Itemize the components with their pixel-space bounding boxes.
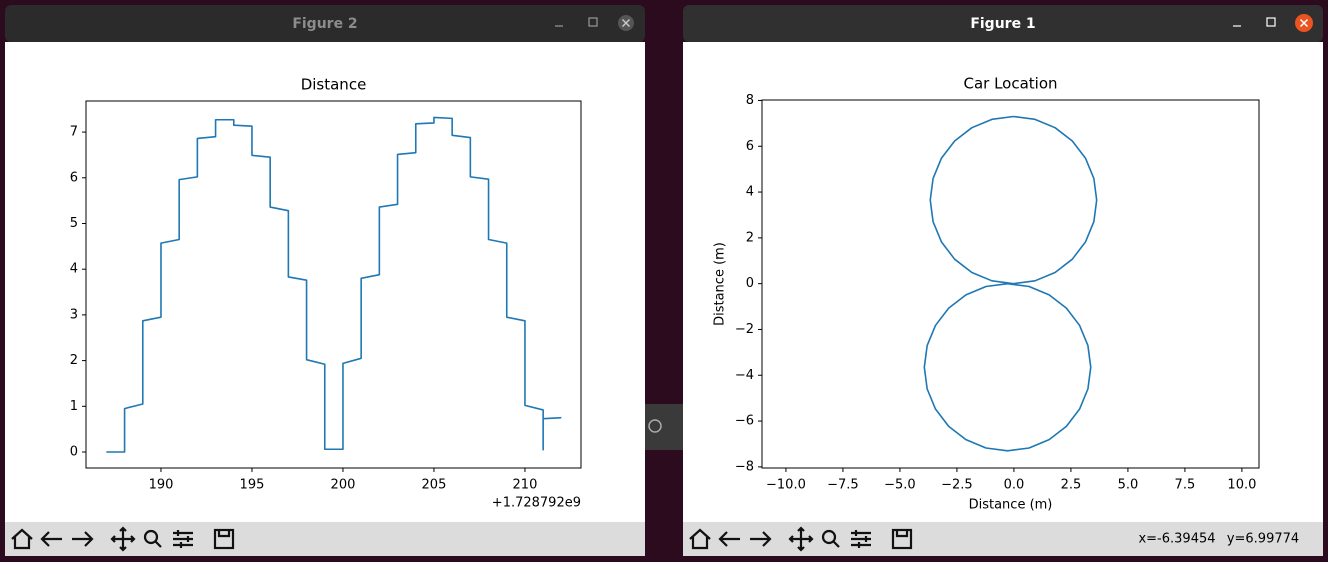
title-bar [683,5,1323,42]
close-icon [1299,18,1309,28]
toolbar-icons [11,526,235,552]
y-tick-label: 1 [70,399,78,414]
x-tick-label: 5.0 [1118,478,1139,493]
x-tick-label: 195 [240,478,265,493]
y-tick-label: 8 [746,93,754,108]
x-tick-label: −7.5 [827,478,859,493]
title-bar [5,5,645,42]
search-icon [648,419,662,433]
cursor-x: x=-6.39454 [1138,532,1215,547]
x-tick-label: 0.0 [1004,478,1025,493]
back-button[interactable] [40,531,62,547]
window-title: Figure 2 [292,16,357,32]
y-tick-label: −8 [735,459,754,474]
toolbar [5,522,645,556]
y-tick-label: 2 [70,353,78,368]
x-tick-label: −10.0 [766,478,806,493]
cursor-y: y=6.99774 [1227,532,1299,547]
save-button[interactable] [213,528,235,550]
chart-title: Car Location [963,75,1057,93]
home-button[interactable] [11,528,33,550]
y-tick-label: 5 [70,216,78,231]
close-icon [622,19,630,27]
x-tick-label: 10.0 [1227,478,1256,493]
x-tick-label: 210 [513,478,538,493]
data-line [923,115,1098,452]
charts: Distance 190 195 200 205 210 0 1 2 3 4 5 6 7 +1.728792… [70,75,1260,513]
dock-search[interactable] [645,404,683,450]
y-tick-label: −2 [735,322,754,337]
x-tick-label: 7.5 [1175,478,1196,493]
y-tick-label: 6 [746,139,754,154]
y-tick-label: 3 [70,307,78,322]
y-tick-label: 4 [70,262,78,277]
x-tick-label: −2.5 [941,478,973,493]
window-title: Figure 1 [970,16,1035,32]
x-offset-label: +1.728792e9 [492,496,581,511]
plot-frame [85,100,582,469]
y-tick-label: 0 [746,276,754,291]
zoom-button[interactable] [143,529,162,548]
y-tick-label: −6 [735,414,754,429]
y-tick-label: −4 [735,368,754,383]
x-tick-label: 200 [331,478,356,493]
y-tick-label: 7 [70,125,78,140]
x-tick-label: 2.5 [1061,478,1082,493]
maximize-button[interactable] [588,17,598,27]
y-tick-label: 4 [746,185,754,200]
y-tick-label: 0 [70,445,78,460]
plot-frame [761,99,1260,469]
y-tick-label: 6 [70,170,78,185]
x-axis-label: Distance (m) [969,498,1053,513]
chart-title: Distance [301,76,367,94]
pan-button[interactable] [110,526,136,552]
y-axis-label: Distance (m) [713,242,728,326]
data-line [106,116,562,453]
x-tick-label: −5.0 [884,478,916,493]
x-tick-label: 190 [149,478,174,493]
forward-button[interactable] [72,531,94,547]
y-tick-label: 2 [746,230,754,245]
x-tick-label: 205 [422,478,447,493]
configure-button[interactable] [173,530,193,548]
maximize-button[interactable] [1266,17,1276,27]
